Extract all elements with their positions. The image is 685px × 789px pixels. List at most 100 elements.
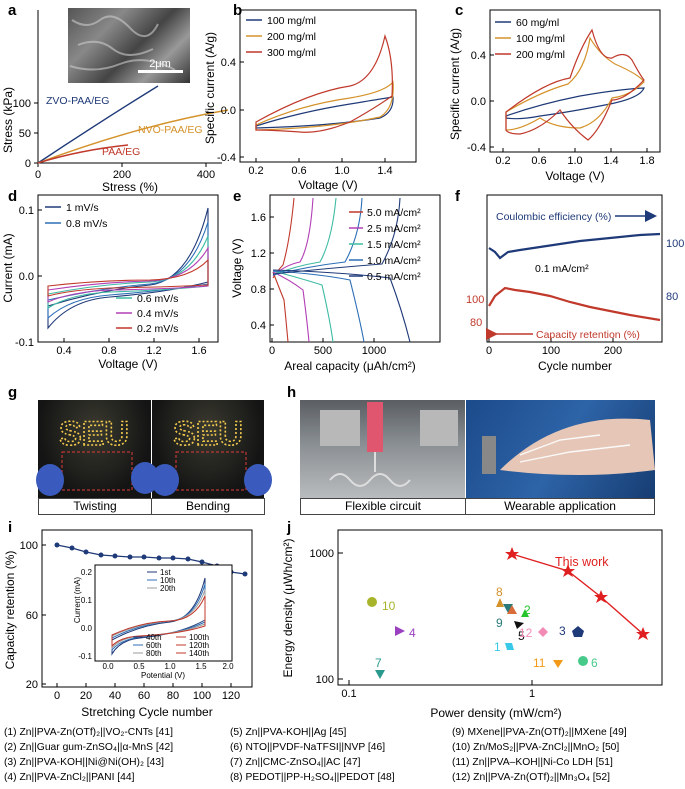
f-current-label: 0.1 mA/cm² (535, 263, 589, 275)
d-xtick: 0.4 (56, 345, 71, 357)
reference-item: (12) Zn||PVA-Zn(OTf)₂||Mn₃O₄ [52] (452, 772, 610, 783)
b-xtick: 1.0 (334, 165, 349, 177)
i-xlabel: Stretching Cycle number (81, 705, 212, 719)
i-xtick: 60 (138, 690, 150, 702)
f-xtick: 200 (604, 345, 622, 357)
j-label-4: 4 (409, 626, 416, 640)
j-label-5: 5 (518, 629, 525, 643)
d-ytick: -0.1 (15, 337, 34, 349)
j-point-11 (553, 660, 563, 668)
e-ylabel: Voltage (V) (230, 238, 244, 297)
j-xtick: 0.1 (341, 688, 356, 700)
d-legend-item: 0.2 mV/s (137, 323, 178, 335)
j-label-11: 11 (533, 656, 546, 670)
f-ytick-left: 100 (466, 294, 484, 306)
inset-xtick: 1.0 (164, 662, 176, 671)
b-xlabel: Voltage (V) (298, 178, 357, 192)
a-label-zvo: ZVO-PAA/EG (46, 95, 109, 107)
panel-j: j 0.1 1 1000 100 Power density (mW/cm²) … (281, 519, 663, 720)
inset-legend-item: 20th (160, 584, 176, 593)
inset-legend-item: 120th (189, 641, 209, 650)
e-legend-item: 0.5 mA/cm² (367, 271, 421, 283)
b-legend-item: 200 mg/ml (267, 31, 316, 43)
b-legend-item: 100 mg/ml (267, 15, 316, 27)
a-ylabel: Stress (kPa) (1, 87, 15, 153)
j-ytick: 100 (316, 674, 334, 686)
inset-xtick: 2.0 (222, 662, 234, 671)
d-legend-item: 1 mV/s (66, 202, 99, 214)
e-ytick: 1.2 (251, 248, 266, 260)
panel-label-c: c (455, 2, 463, 19)
j-label-7: 7 (375, 656, 382, 670)
c-xtick: 1.4 (603, 155, 618, 167)
c-xtick: 0.6 (531, 155, 546, 167)
panel-label-i: i (8, 519, 12, 536)
this-work-markers (505, 547, 650, 640)
b-xtick: 1.4 (377, 165, 392, 177)
d-ylabel: Current (mA) (1, 233, 15, 302)
inset-legend-item: 140th (189, 649, 209, 658)
e-ytick: 0.4 (251, 320, 266, 332)
reference-item: (9) MXene||PVA-Zn(OTf)₂||MXene [49] (452, 727, 627, 738)
i-ylabel: Capacity retention (%) (3, 551, 17, 670)
j-point-6 (578, 656, 588, 666)
f-ce-label: Coulombic efficiency (%) (496, 211, 611, 223)
i-xtick: 0 (54, 690, 60, 702)
inset-ytick: 0.2 (81, 568, 93, 577)
e-xtick: 500 (314, 345, 332, 357)
inset-ylabel: Current (mA) (73, 577, 82, 624)
panel-label-g: g (8, 384, 17, 401)
reference-item: (5) Zn||PVA-KOH||Ag [45] (230, 727, 347, 738)
b-ytick: -0.4 (217, 152, 236, 164)
c-ytick: 0.4 (471, 50, 486, 62)
panel-label-a: a (8, 2, 17, 19)
i-xtick: 100 (193, 690, 211, 702)
e-legend-item: 5.0 mA/cm² (367, 207, 421, 219)
j-label-6: 6 (591, 656, 598, 670)
d-legend-item: 0.4 mV/s (137, 308, 178, 320)
c-curve-200 (505, 28, 645, 141)
inset-legend-item: 10th (160, 576, 176, 585)
c-ytick: 0.0 (471, 96, 486, 108)
j-point-1 (505, 643, 514, 650)
panel-a: a 2μm 0 50 100 0 200 400 Stress (%) Stre… (1, 2, 229, 194)
reference-item: (10) Zn/MoS₂||PVA-ZnCl₂||MnO₂ [50] (452, 742, 619, 753)
b-ytick: 0.0 (221, 105, 236, 117)
d-xtick: 1.2 (146, 345, 161, 357)
panel-h: h (287, 384, 655, 487)
inset-xlabel: Potential (V) (141, 671, 185, 680)
j-label-1: 1 (494, 640, 501, 654)
c-ylabel: Specific current (A/g) (448, 28, 462, 140)
panel-label-b: b (233, 2, 242, 19)
this-work-label: This work (555, 555, 609, 569)
i-ytick: 100 (20, 540, 38, 552)
inset-legend-item: 60th (146, 641, 162, 650)
inset-legend-item: 40th (146, 633, 162, 642)
f-cr-label: Capacity retention (%) (536, 329, 640, 341)
led-sign-bending: SEU (173, 415, 243, 453)
this-work-line (511, 553, 644, 635)
j-ylabel: Energy density (μWh/cm²) (281, 539, 295, 678)
i-retention-markers (54, 542, 248, 577)
panel-c: c 0.2 0.6 1.0 1.4 1.8 -0.4 0.0 0.4 Volta… (448, 2, 661, 183)
c-xtick: 1.8 (639, 155, 654, 167)
curve-zvo (37, 85, 159, 164)
a-ytick: 100 (13, 98, 31, 110)
led-sign-twisting: SEU (59, 415, 129, 453)
f-xlabel: Cycle number (538, 359, 612, 373)
j-label-10: 10 (382, 599, 396, 613)
j-label-8: 8 (496, 585, 503, 599)
scale-bar-label: 2μm (149, 58, 171, 70)
caption-bending: Bending (151, 498, 265, 515)
panel-f: f 0 100 200 Cycle number 100 80 100 80 C… (455, 188, 684, 373)
inset-legend-item: 80th (146, 649, 162, 658)
curve-nvo (37, 109, 229, 164)
panel-b: b 0.2 0.6 1.0 1.4 -0.4 0.0 0.4 Voltage (… (203, 2, 417, 192)
d-ytick: 0.1 (19, 205, 34, 217)
c-legend-item: 60 mg/ml (516, 17, 559, 29)
a-xtick: 400 (197, 169, 215, 181)
reference-item: (7) Zn||CMC-ZnSO₄||AC [47] (230, 757, 361, 768)
c-legend-item: 100 mg/ml (516, 33, 565, 45)
b-curve-200 (255, 80, 394, 131)
b-legend-item: 300 mg/ml (267, 47, 316, 59)
